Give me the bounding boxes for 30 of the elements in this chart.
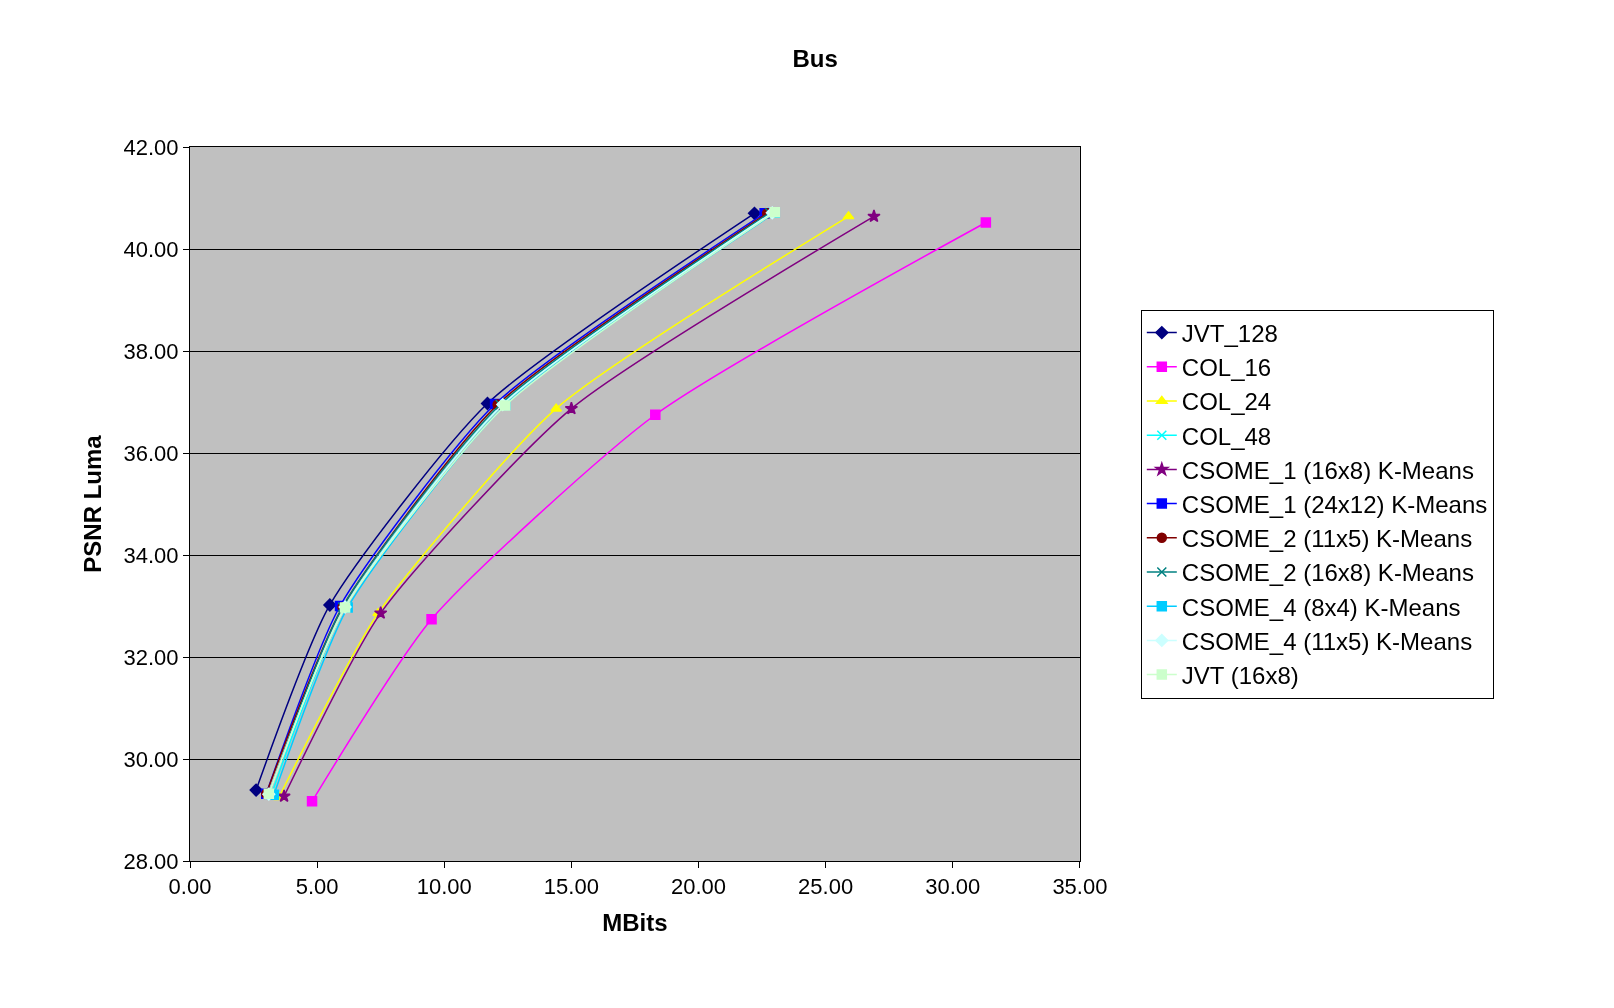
legend-label: COL_16 (1181, 354, 1272, 382)
legend-label: JVT_128 (1181, 319, 1278, 347)
x-tick-label: 20.00 (670, 874, 727, 900)
x-tick-label: 25.00 (798, 874, 854, 900)
x-tick-label: 0.00 (168, 874, 212, 900)
x-axis-title: MBits (602, 908, 668, 936)
legend-label: COL_48 (1181, 422, 1272, 450)
legend-label: CSOME_1 (24x12) K-Means (1181, 490, 1488, 518)
chart-title: Bus (792, 45, 838, 73)
x-tick-label: 30.00 (925, 874, 981, 900)
legend-label: JVT (16x8) (1181, 661, 1299, 689)
legend-label: CSOME_2 (11x5) K-Means (1181, 525, 1473, 553)
y-tick-label: 30.00 (123, 746, 179, 772)
y-tick-label: 32.00 (123, 644, 179, 670)
y-tick-label: 34.00 (123, 542, 179, 568)
legend-label: CSOME_1 (16x8) K-Means (1181, 456, 1474, 484)
y-tick-label: 42.00 (123, 134, 179, 160)
legend-label: CSOME_4 (11x5) K-Means (1181, 627, 1473, 655)
y-tick-label: 36.00 (123, 440, 179, 466)
x-tick-label: 15.00 (543, 874, 599, 900)
legend-label: COL_24 (1181, 388, 1272, 416)
x-tick-label: 10.00 (416, 874, 472, 900)
y-tick-label: 40.00 (123, 236, 179, 262)
x-tick-label: 35.00 (1052, 874, 1108, 900)
y-tick-label: 38.00 (123, 338, 179, 364)
legend-label: CSOME_2 (16x8) K-Means (1181, 559, 1474, 587)
y-axis-title: PSNR Luma (78, 434, 106, 573)
legend-label: CSOME_4 (8x4) K-Means (1181, 593, 1461, 621)
y-tick-label: 28.00 (123, 848, 179, 874)
x-tick-label: 5.00 (295, 874, 339, 900)
